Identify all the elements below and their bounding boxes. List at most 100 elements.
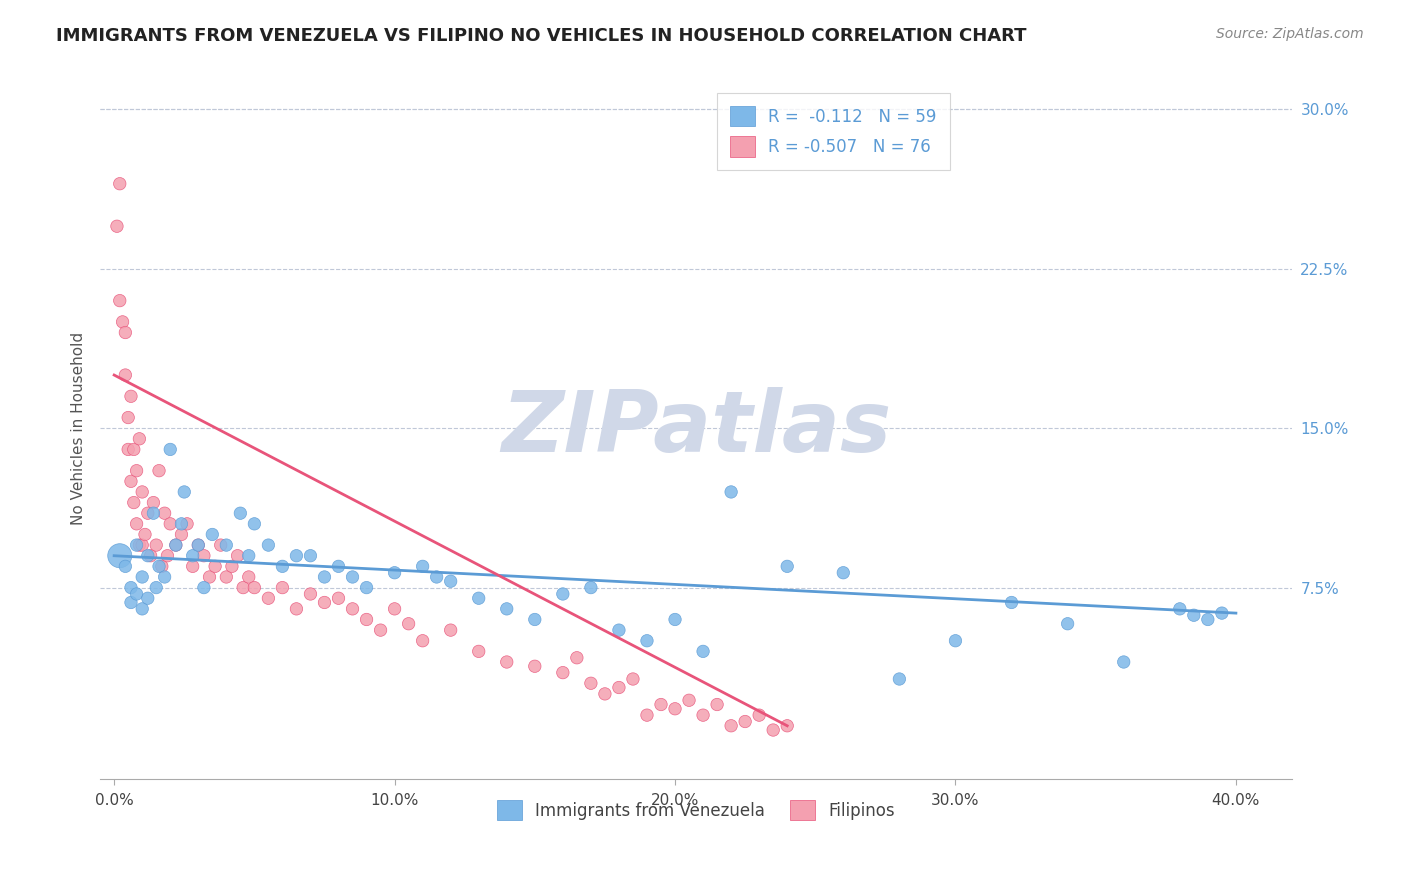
- Point: [131, 485, 153, 500]
- Point: [165, 538, 187, 552]
- Legend: Immigrants from Venezuela, Filipinos: Immigrants from Venezuela, Filipinos: [484, 787, 908, 834]
- Point: [117, 410, 139, 425]
- Point: [636, 708, 658, 723]
- Point: [342, 602, 364, 616]
- Point: [734, 714, 756, 729]
- Point: [621, 672, 644, 686]
- Point: [314, 595, 336, 609]
- Point: [945, 633, 967, 648]
- Point: [328, 559, 350, 574]
- Point: [748, 708, 770, 723]
- Point: [565, 650, 588, 665]
- Point: [128, 538, 150, 552]
- Point: [173, 485, 195, 500]
- Point: [398, 616, 420, 631]
- Point: [136, 506, 159, 520]
- Point: [467, 591, 489, 606]
- Point: [120, 581, 142, 595]
- Point: [156, 549, 179, 563]
- Point: [229, 506, 252, 520]
- Point: [153, 506, 176, 520]
- Point: [328, 591, 350, 606]
- Point: [108, 293, 131, 308]
- Point: [370, 623, 392, 637]
- Point: [706, 698, 728, 712]
- Point: [607, 623, 630, 637]
- Point: [1112, 655, 1135, 669]
- Point: [170, 527, 193, 541]
- Point: [122, 442, 145, 457]
- Point: [117, 442, 139, 457]
- Point: [1211, 606, 1233, 620]
- Point: [111, 315, 134, 329]
- Point: [165, 538, 187, 552]
- Point: [122, 495, 145, 509]
- Point: [664, 612, 686, 626]
- Point: [579, 581, 602, 595]
- Point: [551, 587, 574, 601]
- Point: [108, 177, 131, 191]
- Point: [384, 602, 406, 616]
- Point: [108, 549, 131, 563]
- Point: [720, 719, 742, 733]
- Point: [193, 549, 215, 563]
- Point: [579, 676, 602, 690]
- Point: [299, 587, 322, 601]
- Point: [120, 595, 142, 609]
- Point: [299, 549, 322, 563]
- Point: [1056, 616, 1078, 631]
- Point: [356, 581, 378, 595]
- Point: [159, 516, 181, 531]
- Point: [170, 516, 193, 531]
- Point: [145, 581, 167, 595]
- Point: [131, 538, 153, 552]
- Point: [201, 527, 224, 541]
- Point: [128, 432, 150, 446]
- Point: [342, 570, 364, 584]
- Point: [243, 516, 266, 531]
- Point: [412, 559, 434, 574]
- Point: [226, 549, 249, 563]
- Point: [720, 485, 742, 500]
- Point: [105, 219, 128, 234]
- Point: [678, 693, 700, 707]
- Point: [114, 326, 136, 340]
- Point: [159, 442, 181, 457]
- Text: IMMIGRANTS FROM VENEZUELA VS FILIPINO NO VEHICLES IN HOUSEHOLD CORRELATION CHART: IMMIGRANTS FROM VENEZUELA VS FILIPINO NO…: [56, 27, 1026, 45]
- Point: [426, 570, 449, 584]
- Point: [495, 655, 517, 669]
- Point: [187, 538, 209, 552]
- Point: [692, 708, 714, 723]
- Point: [215, 570, 238, 584]
- Point: [204, 559, 226, 574]
- Point: [136, 591, 159, 606]
- Point: [131, 602, 153, 616]
- Point: [120, 389, 142, 403]
- Point: [384, 566, 406, 580]
- Point: [356, 612, 378, 626]
- Point: [523, 612, 546, 626]
- Point: [1168, 602, 1191, 616]
- Point: [193, 581, 215, 595]
- Point: [467, 644, 489, 658]
- Point: [134, 527, 156, 541]
- Point: [145, 538, 167, 552]
- Point: [125, 516, 148, 531]
- Point: [131, 570, 153, 584]
- Point: [593, 687, 616, 701]
- Point: [692, 644, 714, 658]
- Point: [153, 570, 176, 584]
- Point: [120, 475, 142, 489]
- Point: [136, 549, 159, 563]
- Point: [440, 623, 463, 637]
- Point: [636, 633, 658, 648]
- Point: [125, 464, 148, 478]
- Point: [551, 665, 574, 680]
- Point: [198, 570, 221, 584]
- Point: [832, 566, 855, 580]
- Point: [664, 702, 686, 716]
- Point: [176, 516, 198, 531]
- Point: [209, 538, 232, 552]
- Point: [139, 549, 162, 563]
- Point: [285, 602, 308, 616]
